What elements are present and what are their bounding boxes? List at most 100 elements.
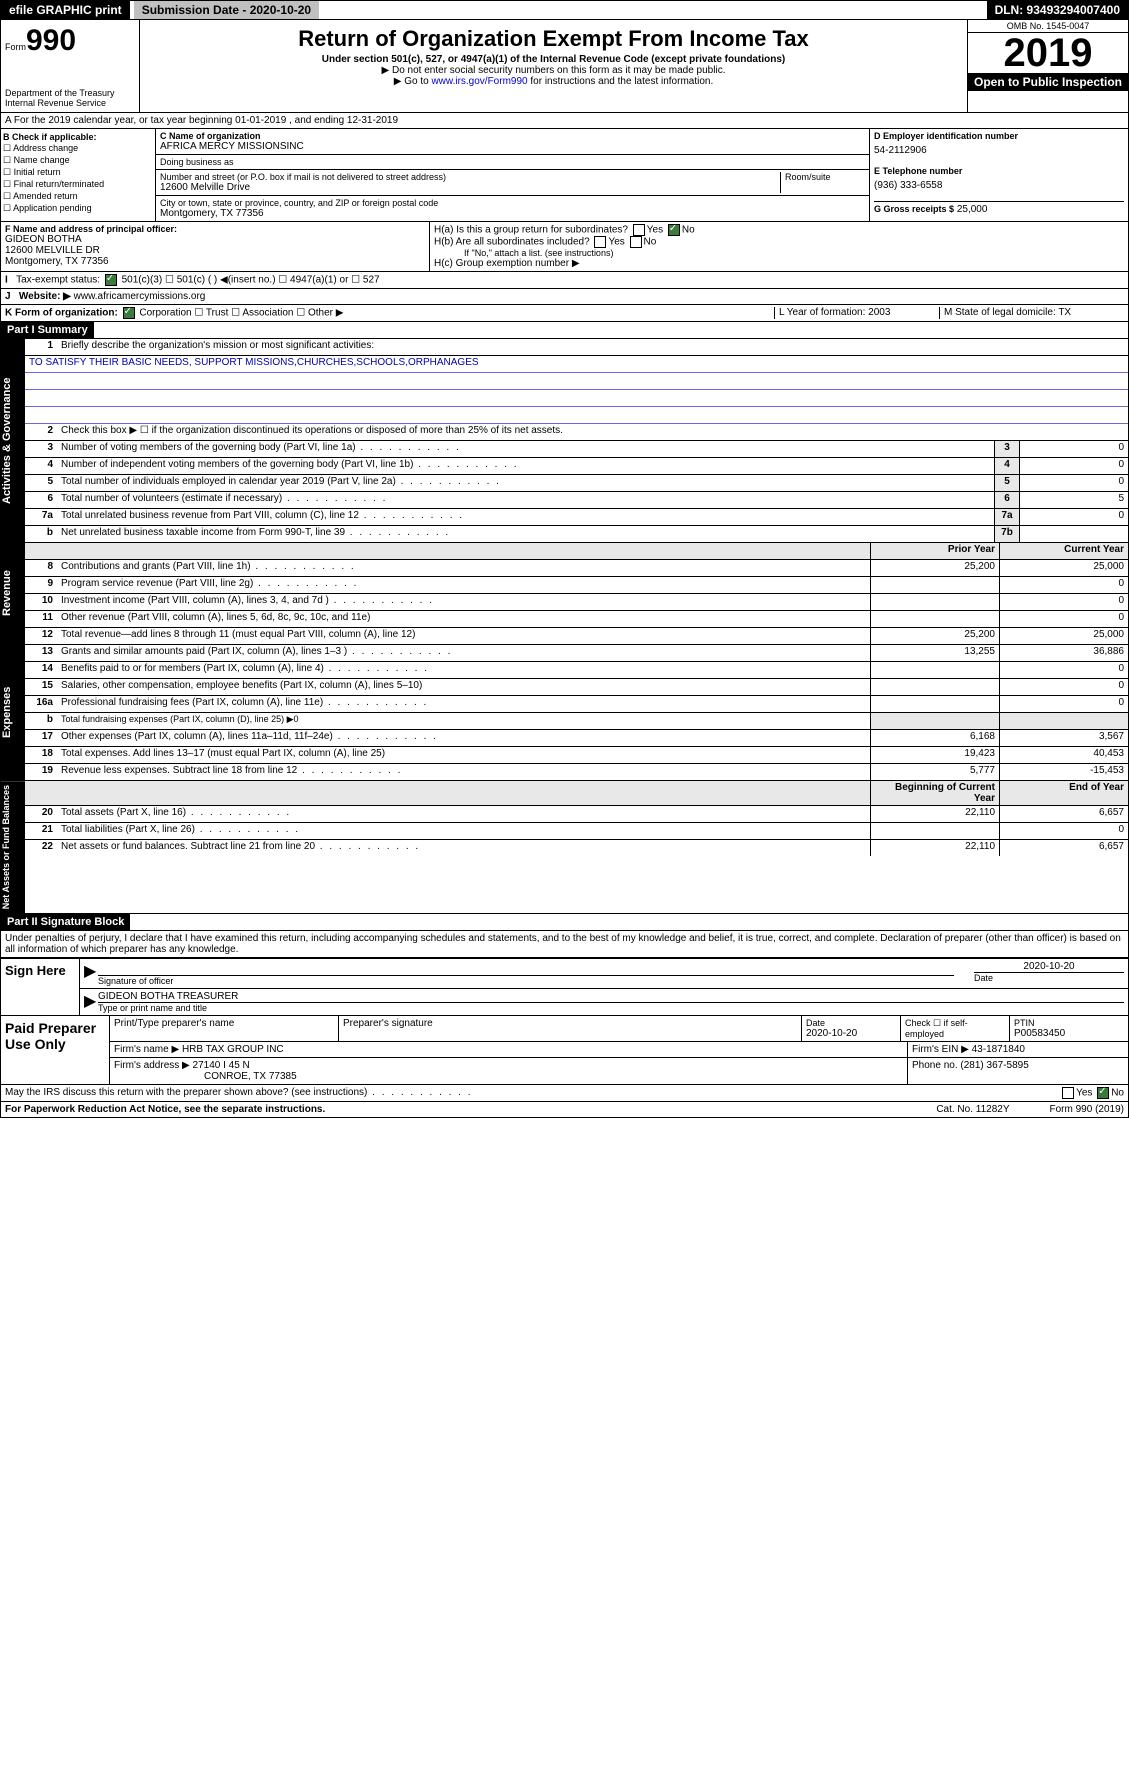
q17-text: Other expenses (Part IX, column (A), lin…	[57, 730, 870, 746]
perjury-statement: Under penalties of perjury, I declare th…	[0, 931, 1129, 957]
q1-blank1	[25, 373, 1128, 390]
chk-amended-return[interactable]: ☐ Amended return	[3, 191, 153, 202]
q13-curr: 36,886	[999, 645, 1128, 661]
q16a-text: Professional fundraising fees (Part IX, …	[57, 696, 870, 712]
firm-name-label: Firm's name ▶	[114, 1044, 179, 1055]
gross-label: G Gross receipts $	[874, 204, 954, 214]
q1-blank3	[25, 407, 1128, 424]
q6-text: Total number of volunteers (estimate if …	[57, 492, 994, 508]
chk-initial-return[interactable]: ☐ Initial return	[3, 167, 153, 178]
discuss-yes[interactable]	[1062, 1087, 1074, 1099]
goto-pre: ▶ Go to	[394, 76, 432, 87]
q22-curr: 6,657	[999, 840, 1128, 856]
form-number: 990	[26, 24, 76, 57]
q16b-curr	[999, 713, 1128, 729]
form-org-opts: Corporation ☐ Trust ☐ Association ☐ Othe…	[139, 308, 343, 319]
chk-application-pending[interactable]: ☐ Application pending	[3, 203, 153, 214]
website-value: www.africamercymissions.org	[74, 291, 206, 302]
q21-text: Total liabilities (Part X, line 26)	[57, 823, 870, 839]
hb-yes[interactable]	[594, 236, 606, 248]
q9-curr: 0	[999, 577, 1128, 593]
q11-prior	[870, 611, 999, 627]
officer-label: F Name and address of principal officer:	[5, 224, 425, 234]
firm-ein-label: Firm's EIN ▶	[912, 1044, 969, 1055]
col-end: End of Year	[999, 781, 1128, 805]
q18-prior: 19,423	[870, 747, 999, 763]
q16b-prior	[870, 713, 999, 729]
q5-val: 0	[1019, 475, 1128, 491]
year-formation: L Year of formation: 2003	[774, 307, 939, 319]
chk-name-change[interactable]: ☐ Name change	[3, 155, 153, 166]
hb-no[interactable]	[630, 236, 642, 248]
chk-address-change[interactable]: ☐ Address change	[3, 143, 153, 154]
chk-corp[interactable]	[123, 307, 135, 319]
box-deg: D Employer identification number 54-2112…	[869, 129, 1128, 221]
sign-here-label: Sign Here	[1, 959, 80, 1015]
q12-text: Total revenue—add lines 8 through 11 (mu…	[57, 628, 870, 644]
revenue-section: Revenue Prior YearCurrent Year 8Contribu…	[0, 543, 1129, 645]
phone-label: E Telephone number	[874, 166, 1124, 176]
q13-text: Grants and similar amounts paid (Part IX…	[57, 645, 870, 661]
q10-text: Investment income (Part VIII, column (A)…	[57, 594, 870, 610]
preparer-date-hdr: Date	[806, 1018, 896, 1028]
efile-btn[interactable]: efile GRAPHIC print	[1, 1, 130, 19]
line-j-website: J Website: ▶ www.africamercymissions.org	[0, 289, 1129, 305]
q19-curr: -15,453	[999, 764, 1128, 780]
tax-status-label: Tax-exempt status:	[16, 275, 100, 286]
sign-date: 2020-10-20	[974, 961, 1124, 973]
q12-prior: 25,200	[870, 628, 999, 644]
ha-no[interactable]	[668, 224, 680, 236]
ein-value: 54-2112906	[874, 145, 1124, 156]
activities-governance-section: Activities & Governance 1Briefly describ…	[0, 339, 1129, 543]
q20-prior: 22,110	[870, 806, 999, 822]
q9-prior	[870, 577, 999, 593]
preparer-date: 2020-10-20	[806, 1028, 896, 1039]
preparer-self-emp[interactable]: Check ☐ if self-employed	[901, 1016, 1010, 1041]
officer-name: GIDEON BOTHA	[5, 234, 425, 245]
title-sub2: ▶ Do not enter social security numbers o…	[144, 65, 963, 76]
chk-501c3[interactable]	[105, 274, 117, 286]
section-fh: F Name and address of principal officer:…	[0, 222, 1129, 272]
form-id-box: Form990 Department of the Treasury Inter…	[1, 20, 140, 112]
ptin-hdr: PTIN	[1014, 1018, 1124, 1028]
ha-yes[interactable]	[633, 224, 645, 236]
part-i-header: Part I Summary	[1, 322, 94, 338]
q15-text: Salaries, other compensation, employee b…	[57, 679, 870, 695]
box-h-group: H(a) Is this a group return for subordin…	[430, 222, 1128, 271]
form990-link[interactable]: www.irs.gov/Form990	[431, 76, 527, 87]
q4-box: 4	[994, 458, 1019, 474]
q7a-val: 0	[1019, 509, 1128, 525]
q11-text: Other revenue (Part VIII, column (A), li…	[57, 611, 870, 627]
dept-treasury: Department of the Treasury	[5, 88, 135, 98]
q15-curr: 0	[999, 679, 1128, 695]
q22-text: Net assets or fund balances. Subtract li…	[57, 840, 870, 856]
q11-curr: 0	[999, 611, 1128, 627]
q16a-prior	[870, 696, 999, 712]
box-c-org: C Name of organizationAFRICA MERCY MISSI…	[156, 129, 869, 221]
ein-label: D Employer identification number	[874, 131, 1124, 141]
header-bar: efile GRAPHIC print Submission Date - 20…	[0, 0, 1129, 20]
signature-block: Sign Here ▶Signature of officer2020-10-2…	[0, 957, 1129, 1085]
q21-curr: 0	[999, 823, 1128, 839]
section-bcde: B Check if applicable: ☐ Address change …	[0, 129, 1129, 222]
addr-label: Number and street (or P.O. box if mail i…	[160, 172, 780, 182]
q5-box: 5	[994, 475, 1019, 491]
q19-prior: 5,777	[870, 764, 999, 780]
q6-box: 6	[994, 492, 1019, 508]
firm-city: CONROE, TX 77385	[114, 1071, 903, 1082]
discuss-no[interactable]	[1097, 1087, 1109, 1099]
q20-text: Total assets (Part X, line 16)	[57, 806, 870, 822]
discuss-text: May the IRS discuss this return with the…	[5, 1087, 473, 1099]
q5-text: Total number of individuals employed in …	[57, 475, 994, 491]
footer-form: Form 990 (2019)	[1050, 1104, 1124, 1115]
preparer-name-hdr: Print/Type preparer's name	[110, 1016, 339, 1041]
q16b-text: Total fundraising expenses (Part IX, col…	[57, 713, 870, 729]
box-b-checkboxes: B Check if applicable: ☐ Address change …	[1, 129, 156, 221]
paid-preparer-block: Paid Preparer Use Only Print/Type prepar…	[1, 1016, 1128, 1084]
q16a-curr: 0	[999, 696, 1128, 712]
chk-final-return[interactable]: ☐ Final return/terminated	[3, 179, 153, 190]
tab-revenue: Revenue	[1, 543, 25, 644]
title-block: Return of Organization Exempt From Incom…	[140, 20, 967, 112]
col-beginning: Beginning of Current Year	[870, 781, 999, 805]
q3-text: Number of voting members of the governin…	[57, 441, 994, 457]
